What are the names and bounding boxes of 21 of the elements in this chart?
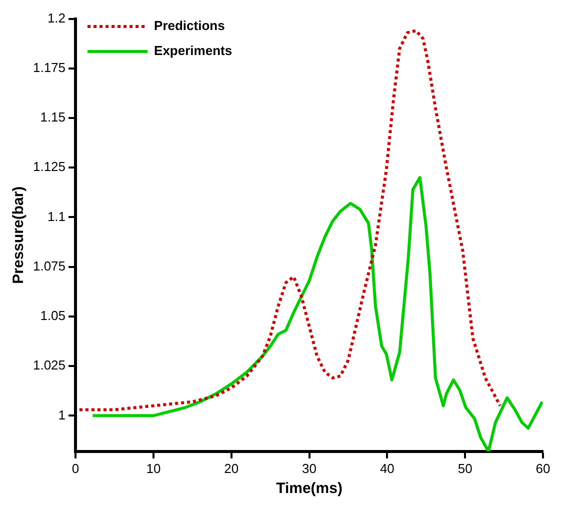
y-tick-label: 1.05 bbox=[40, 308, 66, 324]
y-tick-label: 1.175 bbox=[32, 60, 66, 75]
x-tick-label: 60 bbox=[536, 460, 550, 476]
y-axis-title: Pressure(bar) bbox=[10, 186, 28, 284]
legend-label: Experiments bbox=[154, 43, 232, 58]
y-tick-label: 1.1 bbox=[47, 208, 66, 224]
y-tick-label: 1.075 bbox=[32, 258, 66, 274]
x-tick-label: 30 bbox=[302, 460, 316, 476]
y-tick-label: 1.025 bbox=[32, 358, 66, 373]
legend-label: Predictions bbox=[154, 18, 225, 34]
line-series bbox=[78, 29, 502, 412]
x-tick-label: 10 bbox=[146, 460, 161, 476]
x-tick-label: 20 bbox=[224, 460, 239, 476]
y-tick-label: 1 bbox=[58, 407, 66, 422]
y-tick-label: 1.2 bbox=[47, 10, 66, 26]
y-tick-label: 1.125 bbox=[32, 159, 66, 174]
x-axis-title: Time(ms) bbox=[276, 480, 342, 498]
y-tick-label: 1.15 bbox=[40, 110, 66, 125]
x-tick-label: 50 bbox=[458, 460, 472, 476]
x-tick-label: 0 bbox=[72, 460, 80, 476]
x-tick-label: 40 bbox=[380, 460, 394, 476]
